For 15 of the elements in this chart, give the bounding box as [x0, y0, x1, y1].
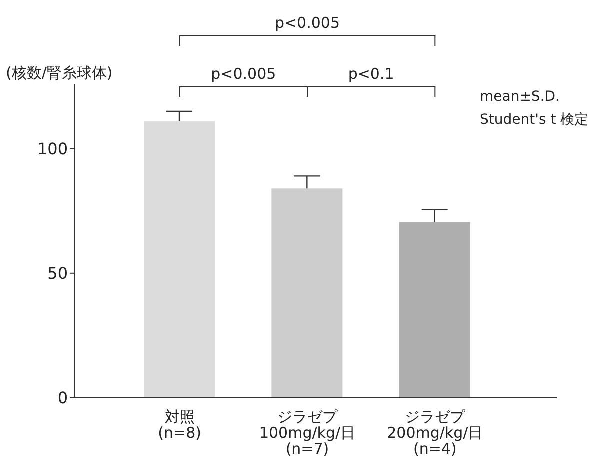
- x-tick-label: ジラゼプ 100mg/kg/日 (n=7): [259, 408, 356, 458]
- bar: [272, 188, 343, 398]
- text: p<0.005: [274, 14, 340, 32]
- y-tick-label: 100: [37, 139, 68, 158]
- x-tick-label: ジラゼプ 200mg/kg/日 (n=4): [387, 408, 484, 458]
- text: p<0.1: [348, 65, 394, 83]
- text: p<0.005: [211, 65, 276, 83]
- bar: [399, 222, 470, 398]
- y-tick-label: 50: [48, 264, 68, 284]
- annotation: mean±S.D.: [480, 89, 560, 105]
- bar: [144, 121, 215, 398]
- annotation: Student's t 検定: [480, 112, 589, 128]
- x-tick-label: 対照 (n=8): [158, 408, 202, 442]
- y-axis-title: (核数/腎糸球体): [6, 64, 113, 82]
- y-tick-label: 0: [58, 388, 68, 408]
